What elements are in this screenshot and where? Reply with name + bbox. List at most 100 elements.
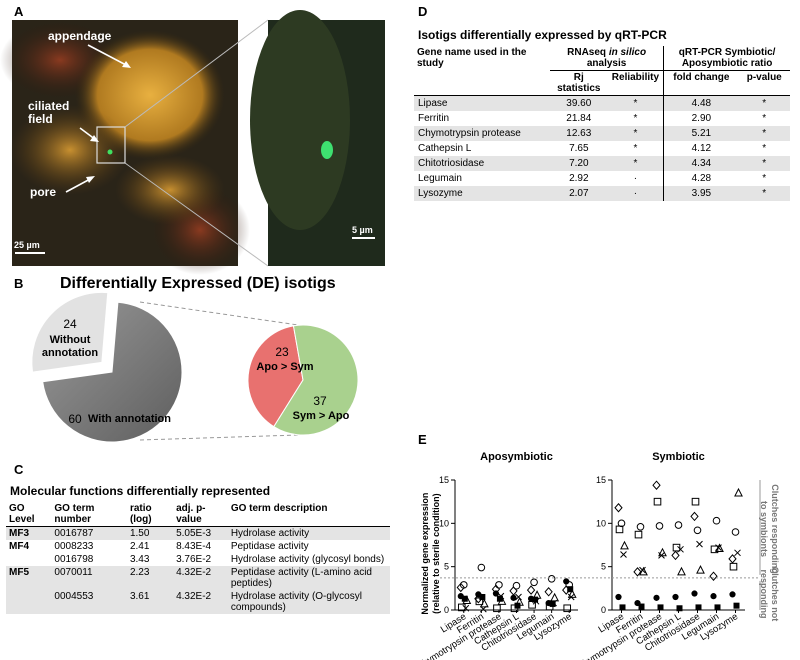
panel-label: B [14,276,24,291]
table-cell: 3.43 [129,554,150,565]
side-label: Clutches notresponding [759,567,780,622]
table-row: Lysozyme 2.07 · 3.95 * [414,186,790,201]
pie-slice [273,324,359,436]
green-signal [107,149,113,155]
slice-value: 24 [63,317,77,331]
connector [139,301,299,326]
table-cell: Peptidase activity [230,541,309,552]
arrow [87,44,129,67]
level-cell: MF5 [6,566,52,590]
level-cell [6,590,52,614]
table-cell: * [738,126,790,141]
point [496,595,503,602]
header-cell: Gene name used in the study [414,46,550,96]
table-row: Cathepsin L 7.65 * 4.12 * [414,141,790,156]
y-tick-label: 15 [439,475,449,485]
point [672,543,681,552]
point [690,511,699,522]
point [563,578,570,585]
tissue [115,155,225,225]
header-cell: GO term description [230,503,328,514]
go-table: GO Level GO term number ratio (log) adj. p-… [6,502,390,614]
point [729,591,736,598]
point [526,585,536,595]
table-cell: Lysozyme [414,186,550,201]
table-cell: 1.50 [126,526,174,540]
panel-title: Differentially Expressed (DE) isotigs [60,275,336,292]
point [567,586,574,593]
point [549,600,556,607]
point [510,594,517,601]
table-row: MF4 0008233 2.41 8.43E-4 Peptidase activity [6,540,390,553]
point [712,516,721,525]
point [658,552,665,559]
table-cell: Peptidase activity (L-amino acid peptide… [227,566,390,590]
y-axis-label-line: Normalized gene expression [420,493,430,615]
slice-label: Without annotation [41,334,99,359]
scale-label: 25 µm [14,240,40,250]
zoom-box [96,126,126,164]
table-cell: * [762,143,767,154]
point [729,562,738,571]
level-cell: MF3 [6,526,52,540]
point [530,578,538,587]
table-cell: 7.65 [569,143,589,154]
point [617,519,626,528]
header-text: in silico [608,47,647,58]
table-cell: 39.60 [550,95,608,111]
table-cell: · [607,186,664,201]
point [532,596,539,603]
table-cell: * [633,143,638,154]
arrowhead [122,61,131,68]
chart-title: Symbiotic [652,451,705,463]
table-cell: 0004553 [51,590,127,614]
zoom-line [124,162,269,267]
y-axis-label: Normalized gene expression(relative to s… [420,493,441,615]
table-cell: 4.32E-2 [173,566,228,590]
point [461,595,468,602]
table-cell: 0070011 [51,566,127,590]
point [480,605,487,613]
table-cell: 4.32E-2 [173,590,228,614]
table-cell: 3.95 [663,186,739,201]
slice-label: Apo > Sym [256,361,314,373]
side-label-line: responding [759,569,769,618]
point [710,545,719,554]
point [477,563,486,572]
panel-label: D [418,4,428,19]
point [514,602,521,609]
point [479,598,489,608]
table-cell: Chitotriosidase [414,156,550,171]
point [456,582,465,593]
table-cell: Legumain [418,173,462,184]
point [550,592,560,602]
header-cell: qRT-PCR Symbiotic/ Aposymbiotic ratio [663,46,790,71]
point [691,497,700,506]
point [495,581,503,589]
panel-title: Molecular functions differentially repre… [10,484,271,498]
y-axis-label-line: (relative to sterile condition) [431,493,441,614]
table-row: MF3 0016787 1.50 5.05E-3 Hydrolase activity [6,526,390,540]
table-cell: 4.12 [663,141,739,156]
annotation: appendage [48,29,112,43]
arrowhead [86,176,95,183]
pie-slice [31,291,109,373]
point [615,525,624,534]
level-cell [6,553,51,566]
table-cell: 2.90 [663,111,739,126]
table-cell: * [762,173,767,184]
point [653,497,662,506]
zoom-line [124,19,269,128]
point [677,545,684,553]
panel-label: A [14,4,24,19]
table-cell: 5.21 [663,126,739,141]
table-cell: Chymotrypsin protease [414,126,550,141]
point [691,590,698,597]
tissue [250,10,350,230]
table-cell: 0016787 [51,526,127,540]
table-cell: * [607,126,664,141]
arrowhead [90,135,99,142]
table-cell: 7.20 [550,156,608,171]
point [639,566,646,574]
